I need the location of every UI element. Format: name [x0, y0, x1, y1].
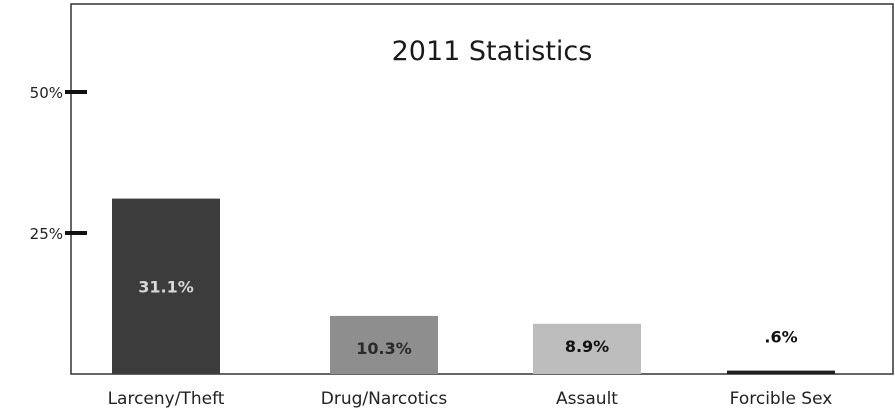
x-tick-label-3: Forcible Sex [730, 389, 833, 409]
plot-frame [70, 3, 894, 375]
bar-0 [112, 198, 220, 374]
bars-group: 31.1% 10.3% 8.9% .6% [112, 198, 835, 374]
bar-1 [330, 315, 438, 374]
x-axis-labels: Larceny/Theft Drug/Narcotics Assault Forcib… [108, 389, 833, 409]
chart-title: 2011 Statistics [392, 36, 593, 67]
data-label-3: .6% [764, 328, 797, 347]
data-label-1: 10.3% [356, 339, 412, 358]
bar-2 [533, 323, 641, 374]
x-tick-label-0: Larceny/Theft [108, 389, 225, 409]
bar-3 [727, 370, 835, 374]
data-label-2: 8.9% [565, 337, 609, 356]
y-axis: 25% 50% [30, 84, 87, 243]
data-label-0: 31.1% [138, 277, 194, 296]
x-tick-label-2: Assault [556, 389, 618, 409]
x-tick-label-1: Drug/Narcotics [321, 389, 448, 409]
y-tick-label-1: 50% [30, 84, 63, 102]
y-tick-label-0: 25% [30, 225, 63, 243]
